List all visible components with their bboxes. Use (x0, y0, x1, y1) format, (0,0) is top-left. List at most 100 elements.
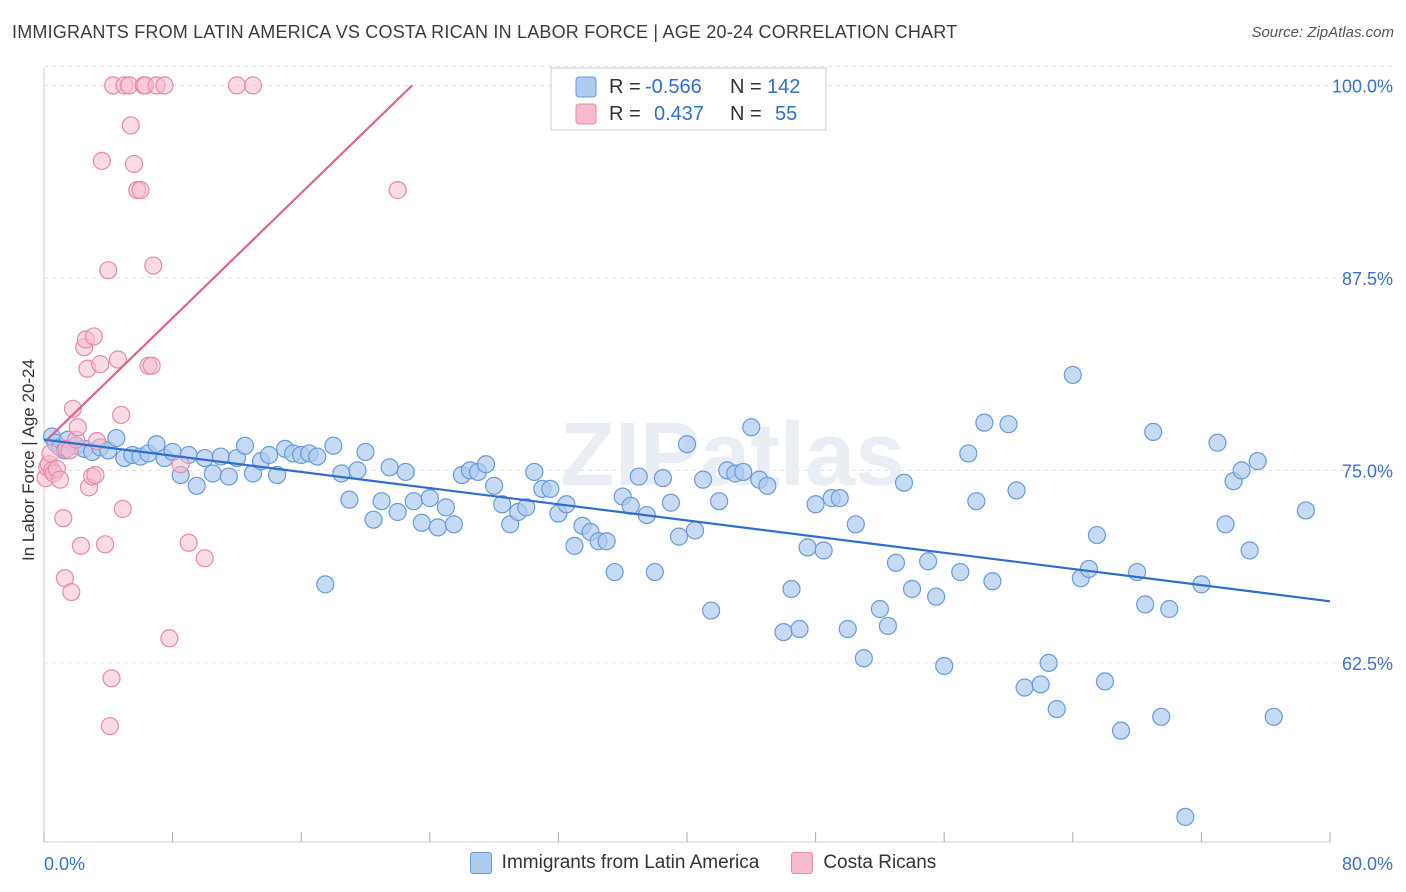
data-point-immigrants (1095, 672, 1115, 691)
data-point-immigrants (806, 495, 825, 514)
data-point-costa-ricans (95, 535, 115, 554)
data-point-immigrants (348, 461, 367, 480)
data-point-immigrants (420, 489, 439, 508)
data-point-costa-ricans (155, 76, 174, 95)
data-point-immigrants (959, 444, 978, 463)
data-point-costa-ricans (144, 256, 163, 275)
data-point-immigrants (428, 518, 447, 537)
data-point-immigrants (1015, 678, 1034, 697)
data-point-costa-ricans (84, 327, 103, 346)
data-point-costa-ricans (388, 181, 407, 200)
data-point-immigrants (1144, 422, 1163, 441)
data-point-immigrants (1039, 653, 1058, 673)
legend-swatch-pink (791, 852, 814, 874)
data-point-immigrants (107, 428, 126, 448)
data-point-immigrants (525, 462, 544, 482)
data-point-immigrants (340, 490, 359, 509)
data-point-immigrants (1296, 501, 1315, 520)
data-point-immigrants (645, 562, 664, 582)
data-point-immigrants (1208, 433, 1227, 452)
data-point-immigrants (734, 462, 753, 482)
data-point-immigrants (372, 492, 391, 511)
data-point-immigrants (1063, 365, 1082, 385)
stats-n-value-1: 142 (767, 76, 800, 98)
data-point-immigrants (364, 510, 383, 529)
data-point-costa-ricans (121, 116, 140, 135)
data-point-immigrants (878, 616, 898, 636)
data-point-immigrants (1232, 461, 1251, 480)
data-point-immigrants (436, 498, 455, 517)
y-tick-label: 62.5% (1342, 654, 1393, 674)
data-point-immigrants (324, 436, 343, 455)
legend-item-immigrants: Immigrants from Latin America (469, 852, 759, 874)
stats-r-value-2: 0.437 (654, 103, 704, 125)
data-point-immigrants (902, 579, 922, 599)
data-point-costa-ricans (71, 536, 91, 555)
data-point-immigrants (605, 562, 624, 582)
data-point-costa-ricans (92, 151, 111, 170)
data-point-immigrants (396, 462, 415, 482)
stats-r-label-1: R = (609, 76, 641, 98)
data-point-costa-ricans (112, 405, 131, 425)
stats-n-label-2: N = (730, 103, 762, 125)
data-point-immigrants (1047, 699, 1066, 719)
stats-legend: R = -0.566 N = 142 R = 0.437 N = 55 (550, 67, 827, 131)
data-point-costa-ricans (108, 350, 128, 369)
data-point-immigrants (653, 469, 672, 488)
data-point-immigrants (854, 649, 873, 668)
bottom-legend: Immigrants from Latin America Costa Rica… (0, 852, 1406, 874)
data-point-immigrants (894, 473, 914, 492)
data-point-costa-ricans (41, 444, 60, 463)
data-point-costa-ricans (124, 154, 144, 174)
chart-title: IMMIGRANTS FROM LATIN AMERICA VS COSTA R… (12, 22, 958, 42)
data-point-immigrants (235, 436, 255, 455)
data-point-costa-ricans (102, 669, 121, 688)
data-point-costa-ricans (91, 355, 110, 374)
data-point-immigrants (1152, 707, 1171, 726)
data-point-costa-ricans (86, 465, 105, 485)
data-point-immigrants (597, 532, 616, 551)
data-point-immigrants (846, 515, 865, 534)
data-point-immigrants (798, 538, 817, 557)
y-tick-labels: 62.5% 75.0% 87.5% 100.0% (1332, 76, 1393, 674)
data-point-immigrants (485, 476, 504, 495)
data-point-immigrants (951, 562, 970, 582)
data-point-costa-ricans (195, 549, 214, 568)
trend-lines (43, 84, 1331, 603)
data-point-immigrants (782, 579, 801, 599)
data-point-immigrants (267, 465, 287, 485)
data-point-immigrants (693, 470, 713, 489)
data-point-costa-ricans (100, 716, 120, 736)
data-point-costa-ricans (63, 399, 83, 418)
data-point-immigrants (886, 553, 906, 572)
trend-line-costa-ricans (46, 84, 413, 441)
stats-n-label-1: N = (730, 76, 762, 98)
series-immigrants-points (42, 365, 1315, 827)
data-point-immigrants (380, 458, 399, 477)
data-point-immigrants (1160, 599, 1179, 619)
data-point-immigrants (975, 413, 994, 432)
data-point-immigrants (967, 492, 986, 511)
data-point-immigrants (710, 492, 729, 511)
data-point-immigrants (476, 455, 496, 474)
data-point-immigrants (259, 445, 279, 465)
stats-swatch-blue (575, 76, 597, 98)
x-tick-label-max: 80.0% (1342, 854, 1393, 874)
data-point-immigrants (838, 619, 857, 639)
stats-r-label-2: R = (609, 103, 641, 125)
series-costa-ricans-points (36, 76, 407, 736)
data-point-costa-ricans (99, 261, 118, 280)
data-point-immigrants (927, 587, 946, 606)
data-point-immigrants (388, 502, 407, 522)
stats-swatch-pink (575, 103, 597, 125)
data-point-immigrants (404, 492, 423, 511)
data-point-costa-ricans (227, 76, 246, 95)
data-point-immigrants (1007, 481, 1026, 500)
watermark: ZIPatlas (560, 405, 905, 505)
stats-legend-box (550, 67, 827, 131)
y-axis-label: In Labor Force | Age 20-24 (19, 359, 38, 561)
data-point-immigrants (629, 467, 648, 486)
data-point-immigrants (1079, 559, 1098, 579)
source-credit: Source: ZipAtlas.com (1251, 24, 1394, 41)
